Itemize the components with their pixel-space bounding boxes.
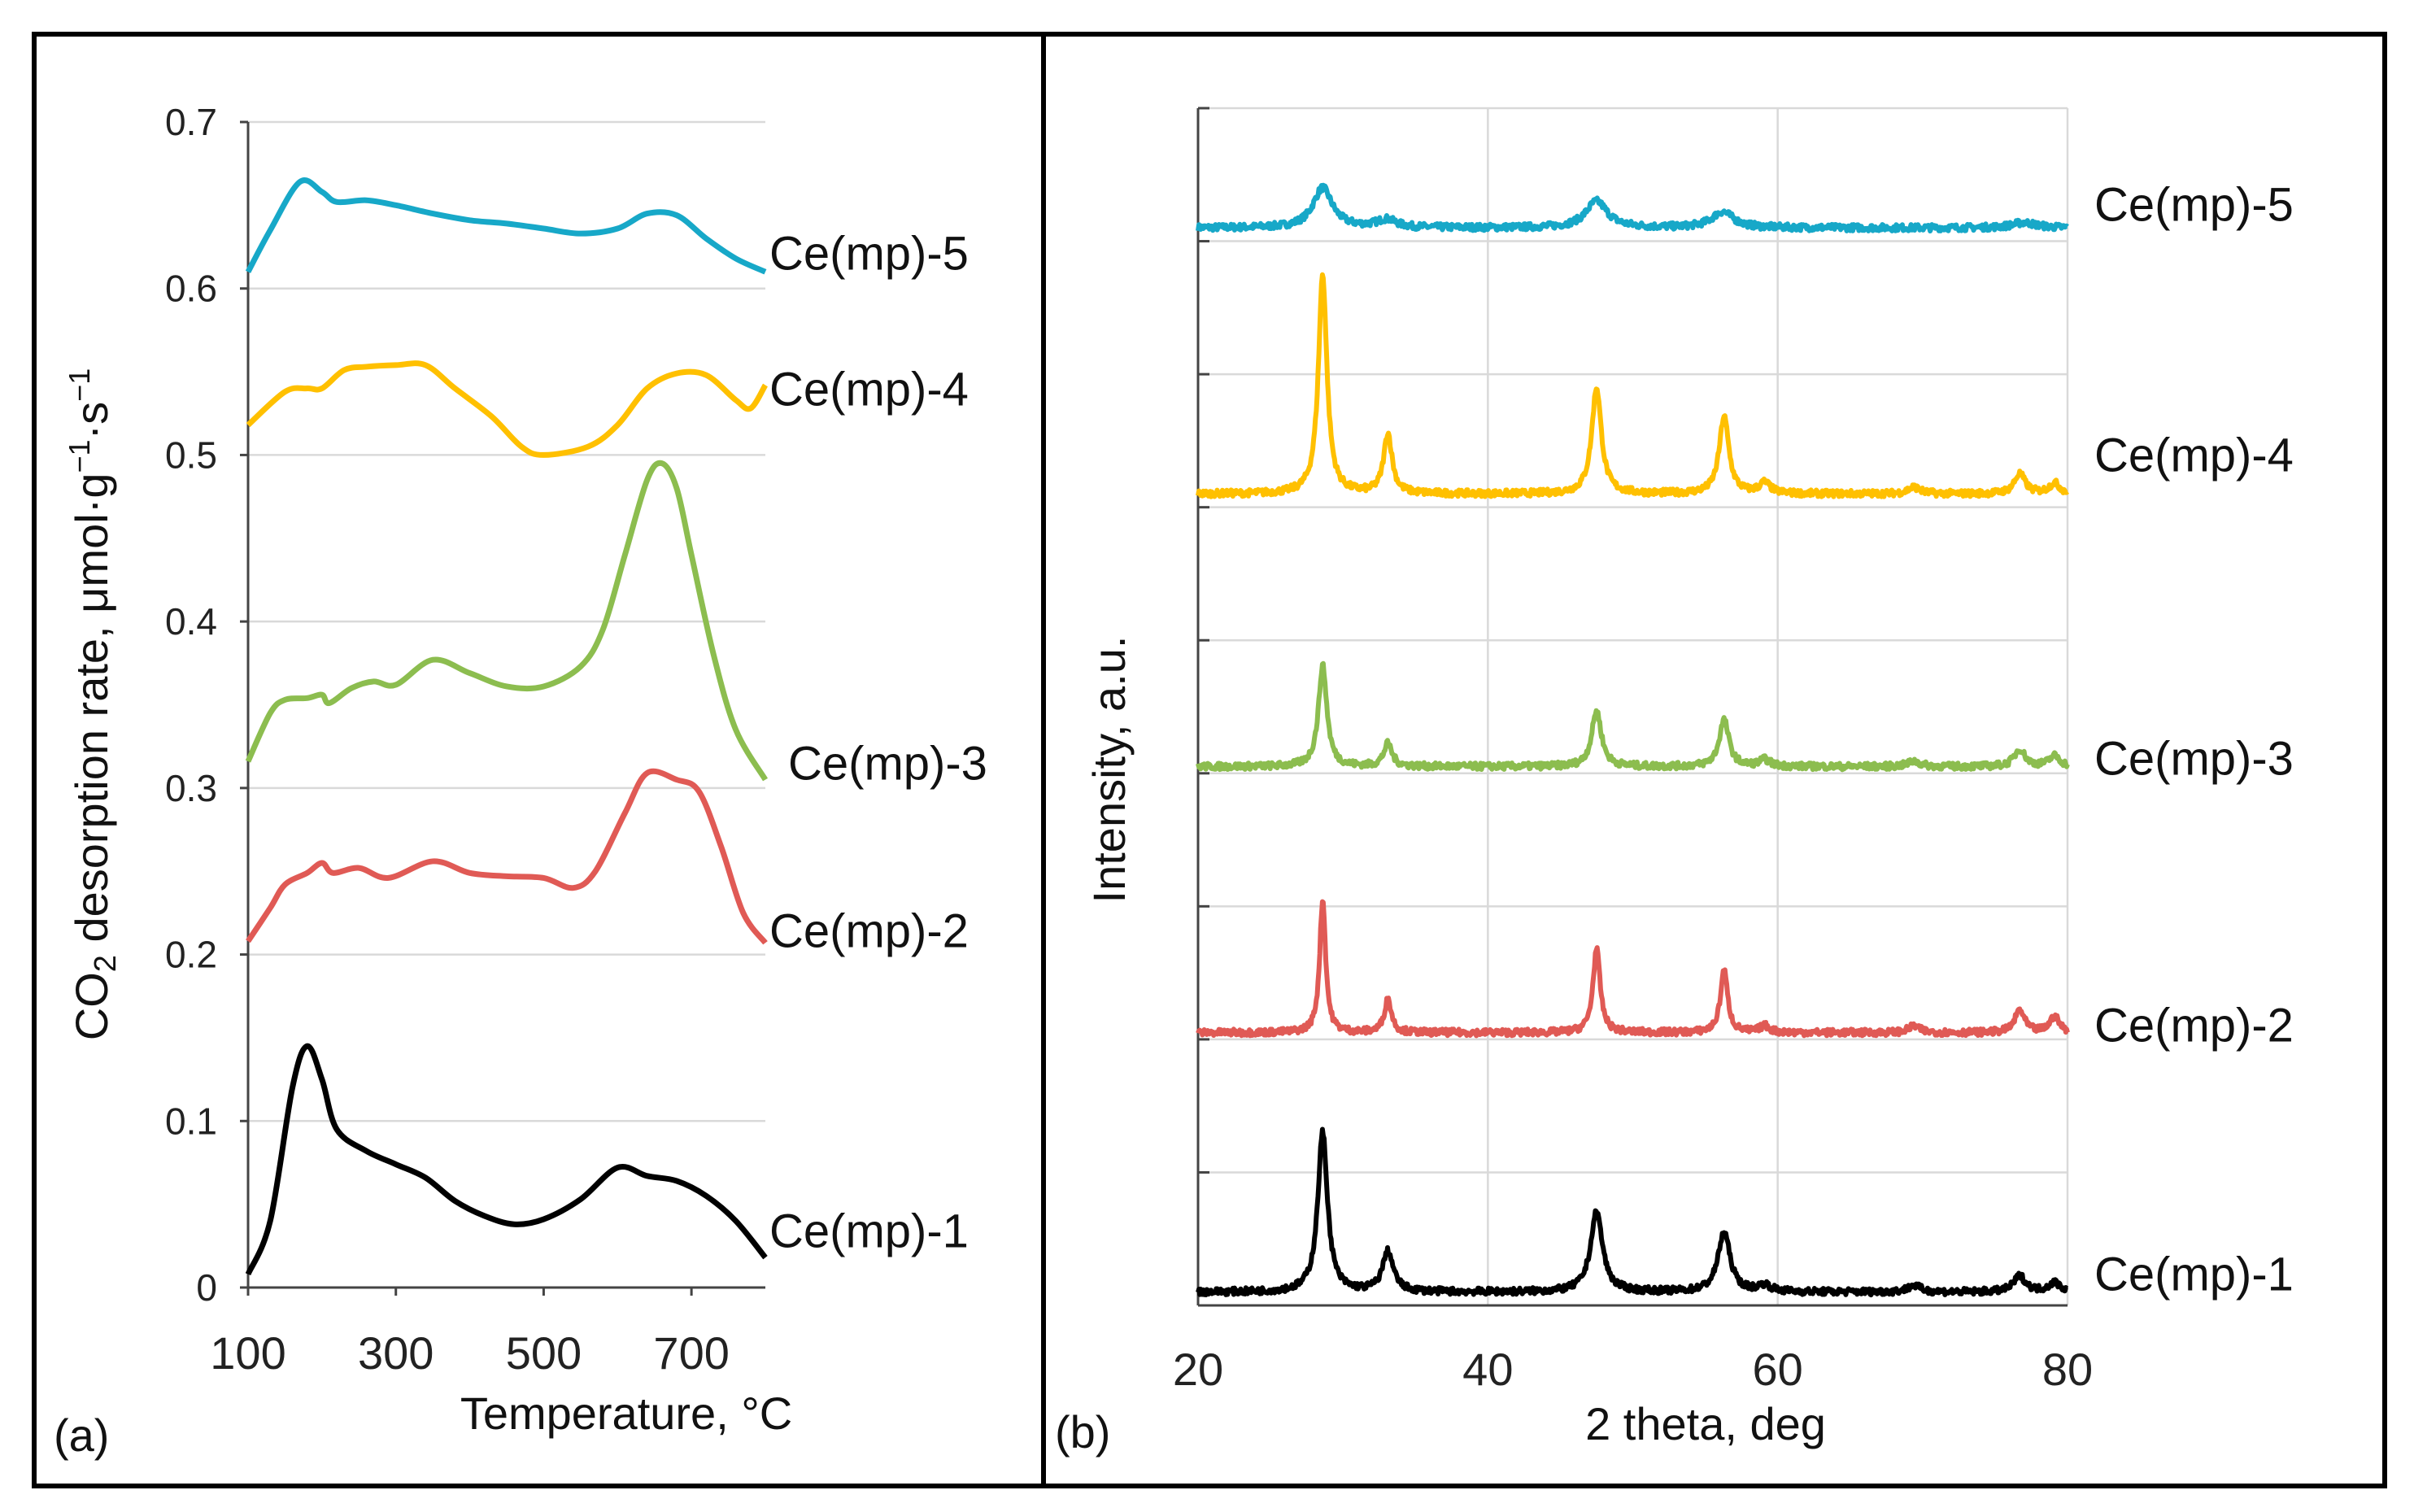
x-tick-label: 40 [1462,1344,1513,1395]
panel-a-y-axis-title: CO2 desorption rate, μmol·g−1·s−1 [63,368,123,1040]
series-label: Ce(mp)-1 [769,1205,969,1257]
series-label: Ce(mp)-5 [769,227,969,280]
x-tick-label: 500 [506,1327,582,1379]
x-tick-label: 700 [653,1327,729,1379]
y-tick-label: 0.7 [165,101,217,143]
series-line-cemp-2 [246,768,768,945]
y-tick-label: 0.6 [165,268,217,310]
series-line-cemp-3 [245,460,769,782]
y-tick-label: 0.3 [165,767,217,809]
y-tick-label: 0.4 [165,600,217,643]
panel-b-y-axis-title: Intensity, a.u. [1083,636,1135,904]
series-label: Ce(mp)-1 [2094,1248,2294,1301]
y-tick-label: 0 [196,1266,217,1309]
x-tick-label: 80 [2042,1344,2093,1395]
series-label: Ce(mp)-3 [788,737,987,790]
x-tick-label: 100 [210,1327,285,1379]
x-tick-label: 300 [358,1327,434,1379]
xrd-series-line-cemp-5 [1196,182,2069,233]
series-label: Ce(mp)-3 [2094,732,2294,785]
y-tick-label: 0.5 [165,434,217,476]
panel-a-label: (a) [54,1410,109,1461]
panel-b-label: (b) [1055,1406,1110,1458]
series-label: Ce(mp)-2 [769,904,969,957]
series-label: Ce(mp)-5 [2094,178,2294,231]
series-label: Ce(mp)-4 [769,363,969,416]
series-line-cemp-4 [246,360,769,458]
xrd-series-line-cemp-3 [1196,660,2070,773]
xrd-series-line-cemp-1 [1196,1126,2069,1298]
series-line-cemp-5 [245,177,767,275]
xrd-series-line-cemp-4 [1196,272,2070,499]
y-tick-label: 0.2 [165,934,217,976]
series-label: Ce(mp)-4 [2094,429,2294,481]
series-line-cemp-1 [245,1043,768,1276]
x-tick-label: 20 [1173,1344,1223,1395]
y-tick-label: 0.1 [165,1100,217,1142]
panel-a-plot: 0 0.1 0.2 0.3 0.4 0.5 0.6 0.7 100 300 500 700 Ce(mp)… [165,101,987,1379]
x-tick-label: 60 [1753,1344,1803,1395]
panel-b-plot: 20 40 60 80 Ce(mp)-5 Ce(mp)-4 Ce(mp)-3 Ce(mp)-2… [1173,107,2294,1395]
xrd-series-line-cemp-2 [1196,899,2070,1039]
panel-b-x-axis-title: 2 theta, deg [1585,1398,1826,1449]
panel-a-x-axis-title: Temperature, °C [460,1388,792,1439]
panel-b-frame [1041,32,2387,1488]
series-label: Ce(mp)-2 [2094,999,2294,1052]
